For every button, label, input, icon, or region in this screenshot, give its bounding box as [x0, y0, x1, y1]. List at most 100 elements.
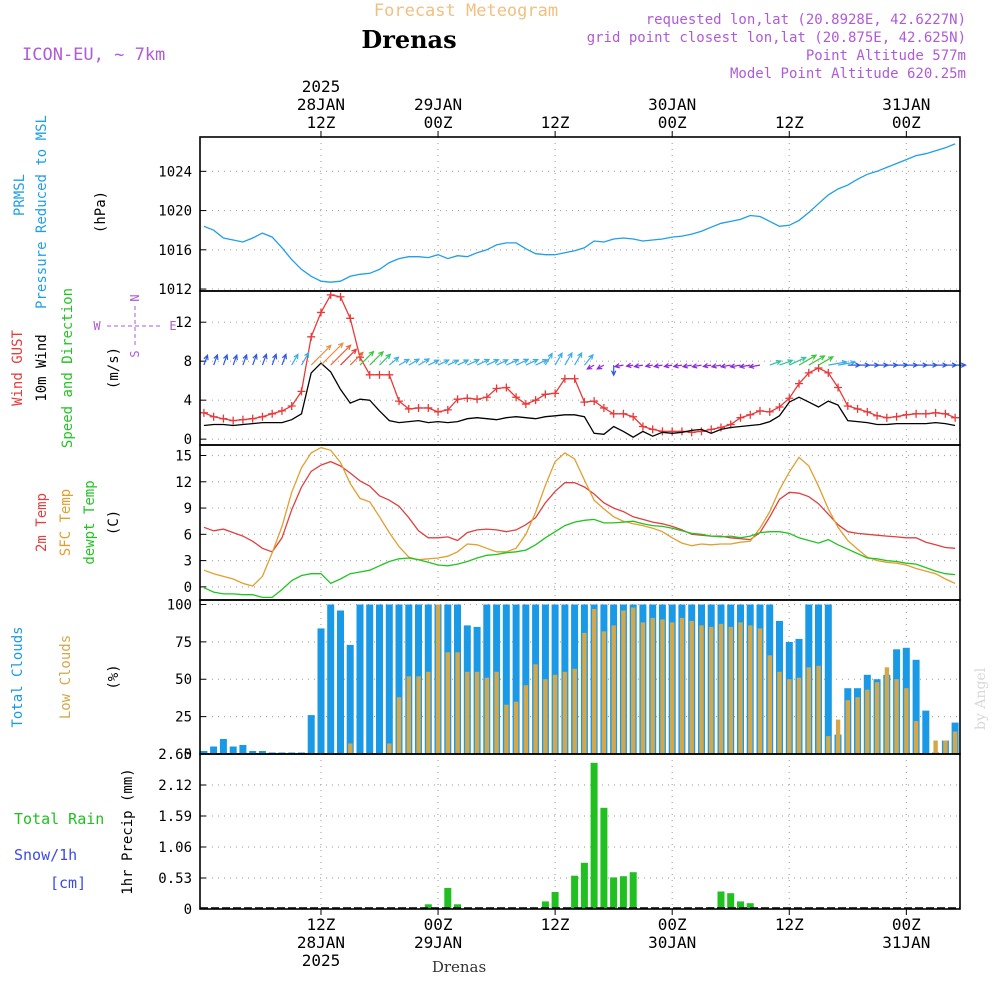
gust-marker	[502, 383, 511, 392]
wind-direction-arrow	[906, 362, 919, 368]
wind-ytick-label: 12	[175, 315, 192, 331]
wind-ylabel-2: Speed and Direction	[60, 288, 76, 448]
wind-direction-arrow	[437, 359, 450, 366]
wind-direction-arrow	[544, 352, 553, 366]
wind-direction-arrow	[691, 363, 702, 369]
wind-direction-arrow	[359, 350, 375, 366]
wind-direction-arrow	[525, 358, 539, 366]
precip-bar-total-rain	[629, 872, 637, 909]
gust-marker	[463, 394, 472, 403]
wind-frame	[199, 290, 961, 446]
clouds-bar-low-clouds	[601, 631, 607, 754]
compass-s: S	[128, 350, 142, 357]
wind-direction-arrow	[867, 362, 881, 368]
clouds-bar-low-clouds	[904, 688, 909, 754]
clouds-bar-total-clouds	[824, 604, 832, 754]
precip-bar-total-rain	[571, 875, 579, 909]
panels: 1012 1016 1020 1024 PRMSL Pressure Reduced to…	[10, 115, 967, 918]
wind-direction-arrow	[663, 363, 673, 369]
precip-bar-total-rain	[727, 893, 735, 909]
wind-direction-arrow	[213, 353, 219, 366]
precip-ytick-label: 0	[184, 902, 192, 918]
gust-marker	[307, 332, 316, 341]
clouds-bar-low-clouds	[435, 604, 441, 754]
clouds-bar-low-clouds	[796, 677, 802, 754]
requested-coords: requested lon,lat (20.8928E, 42.6227N)	[646, 12, 966, 28]
gust-marker	[951, 413, 960, 422]
clouds-bar-total-clouds	[522, 604, 530, 754]
clouds-bar-total-clouds	[239, 745, 247, 754]
time-label-bottom: 00Z	[424, 915, 453, 934]
clouds-bar-low-clouds	[699, 625, 704, 754]
clouds-ylabel-0: Total Clouds	[10, 626, 26, 727]
gust-marker	[599, 403, 608, 412]
precip-bar-total-rain	[737, 901, 744, 909]
gust-marker	[882, 413, 891, 422]
clouds-bar-low-clouds	[913, 721, 919, 754]
pressure-ytick-label: 1024	[158, 164, 192, 180]
precip-bar-total-rain	[600, 807, 608, 909]
gust-marker	[443, 405, 452, 414]
clouds-bar-low-clouds	[670, 622, 675, 754]
pressure-ylabel-full: Pressure Reduced to MSL	[34, 115, 50, 309]
pressure-ytick-label: 1012	[158, 282, 192, 298]
wind-direction-arrow	[486, 359, 500, 366]
clouds-bar-total-clouds	[512, 604, 520, 754]
temp-ytick-label: 0	[184, 580, 192, 596]
panel-precip: 0 0.53 1.06 1.59 2.12 2.65 Total Rain Snow/1h [c…	[14, 747, 961, 918]
precip-bar-total-rain	[590, 762, 598, 909]
time-label-bottom: 28JAN	[297, 933, 345, 952]
gust-marker	[424, 403, 433, 412]
wind-direction-arrow	[837, 360, 857, 366]
wind-ytick-label: 8	[184, 354, 192, 370]
clouds-bar-low-clouds	[523, 685, 529, 754]
gust-marker	[756, 406, 764, 415]
wind-direction-arrow	[252, 353, 258, 366]
clouds-bar-low-clouds	[484, 677, 490, 754]
precip-bar-total-rain	[580, 862, 588, 909]
wind-direction-arrow	[242, 353, 248, 366]
wind-direction-arrow	[945, 362, 958, 368]
pressure-unit: (hPa)	[93, 191, 109, 233]
clouds-bar-low-clouds	[387, 743, 392, 754]
precip-bar-total-rain	[541, 901, 549, 909]
precip-ytick-label: 1.59	[158, 809, 192, 825]
clouds-unit: (%)	[106, 664, 122, 689]
wind-direction-arrow	[633, 363, 644, 369]
time-label-bottom: 12Z	[541, 915, 570, 934]
wind-ytick-label: 4	[184, 393, 192, 409]
precip-bar-total-rain	[746, 903, 754, 909]
wind-direction-arrow	[596, 364, 605, 370]
gust-marker	[853, 404, 862, 413]
gust-marker	[414, 403, 423, 412]
gust-marker	[736, 413, 745, 422]
clouds-bar-low-clouds	[611, 625, 616, 754]
time-label-top: 30JAN	[648, 95, 696, 114]
wind-direction-arrow	[515, 358, 530, 366]
temp-ylabel-1: SFC Temp	[58, 489, 74, 556]
gust-marker	[629, 412, 638, 421]
clouds-bar-low-clouds	[621, 610, 626, 754]
clouds-bar-low-clouds	[806, 667, 811, 754]
clouds-bar-low-clouds	[894, 679, 899, 754]
clouds-bar-low-clouds	[709, 626, 714, 754]
clouds-bar-total-clouds	[922, 710, 930, 754]
clouds-bar-low-clouds	[572, 668, 577, 754]
temp-frame	[199, 444, 961, 601]
temp-ylabel-2: dewpt Temp	[82, 480, 98, 564]
time-label-top: 28JAN	[297, 95, 345, 114]
wind-direction-arrow	[535, 359, 549, 366]
precip-label-rain: Total Rain	[14, 810, 104, 828]
gust-marker	[873, 411, 882, 420]
gust-marker	[512, 393, 521, 402]
time-label-top: 00Z	[892, 113, 921, 132]
clouds-bar-low-clouds	[552, 674, 558, 754]
gust-marker	[434, 407, 443, 416]
gust-marker	[209, 412, 218, 421]
clouds-bar-total-clouds	[912, 659, 920, 754]
gust-marker	[473, 395, 482, 404]
clouds-ytick-label: 75	[175, 635, 192, 651]
gust-marker	[687, 428, 696, 437]
wind-direction-arrow	[340, 348, 358, 366]
gust-marker	[834, 383, 843, 392]
